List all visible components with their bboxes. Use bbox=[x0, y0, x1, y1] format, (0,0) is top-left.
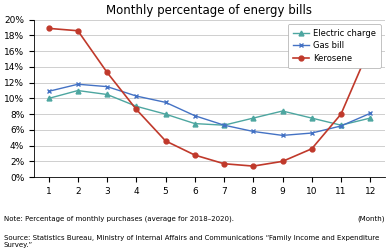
Kerosene bbox=[251, 164, 256, 168]
Text: Note: Percentage of monthly purchases (average for 2018–2020).: Note: Percentage of monthly purchases (a… bbox=[4, 215, 234, 222]
Gas bill bbox=[134, 94, 138, 98]
Gas bill bbox=[251, 130, 256, 133]
Kerosene bbox=[339, 113, 343, 116]
Electric charge bbox=[193, 122, 197, 125]
Kerosene bbox=[280, 160, 285, 163]
Electric charge bbox=[163, 113, 168, 116]
Gas bill bbox=[105, 85, 109, 88]
Kerosene bbox=[368, 45, 373, 48]
Kerosene bbox=[46, 27, 51, 30]
Kerosene bbox=[75, 29, 80, 32]
Electric charge bbox=[134, 105, 138, 108]
Kerosene bbox=[105, 71, 109, 74]
Gas bill bbox=[75, 83, 80, 86]
Kerosene bbox=[193, 154, 197, 156]
Electric charge bbox=[368, 116, 373, 119]
Gas bill bbox=[222, 124, 226, 127]
Gas bill bbox=[280, 134, 285, 137]
Electric charge bbox=[75, 89, 80, 92]
Electric charge bbox=[105, 93, 109, 96]
Text: Source: Statistics Bureau, Ministry of Internal Affairs and Communications “Fami: Source: Statistics Bureau, Ministry of I… bbox=[4, 235, 379, 248]
Gas bill bbox=[339, 124, 343, 128]
Legend: Electric charge, Gas bill, Kerosene: Electric charge, Gas bill, Kerosene bbox=[288, 24, 381, 68]
Kerosene bbox=[163, 140, 168, 142]
Gas bill bbox=[163, 101, 168, 104]
Kerosene bbox=[134, 108, 138, 111]
Text: (Month): (Month) bbox=[357, 215, 385, 222]
Electric charge bbox=[280, 110, 285, 112]
Electric charge bbox=[46, 97, 51, 100]
Electric charge bbox=[222, 124, 226, 127]
Line: Electric charge: Electric charge bbox=[46, 88, 373, 128]
Gas bill bbox=[368, 112, 373, 115]
Title: Monthly percentage of energy bills: Monthly percentage of energy bills bbox=[107, 4, 312, 17]
Gas bill bbox=[309, 132, 314, 134]
Gas bill bbox=[193, 114, 197, 117]
Electric charge bbox=[339, 124, 343, 127]
Kerosene bbox=[222, 162, 226, 165]
Line: Gas bill: Gas bill bbox=[46, 82, 373, 138]
Line: Kerosene: Kerosene bbox=[46, 26, 373, 169]
Electric charge bbox=[309, 116, 314, 119]
Electric charge bbox=[251, 116, 256, 119]
Kerosene bbox=[309, 147, 314, 150]
Gas bill bbox=[46, 90, 51, 93]
